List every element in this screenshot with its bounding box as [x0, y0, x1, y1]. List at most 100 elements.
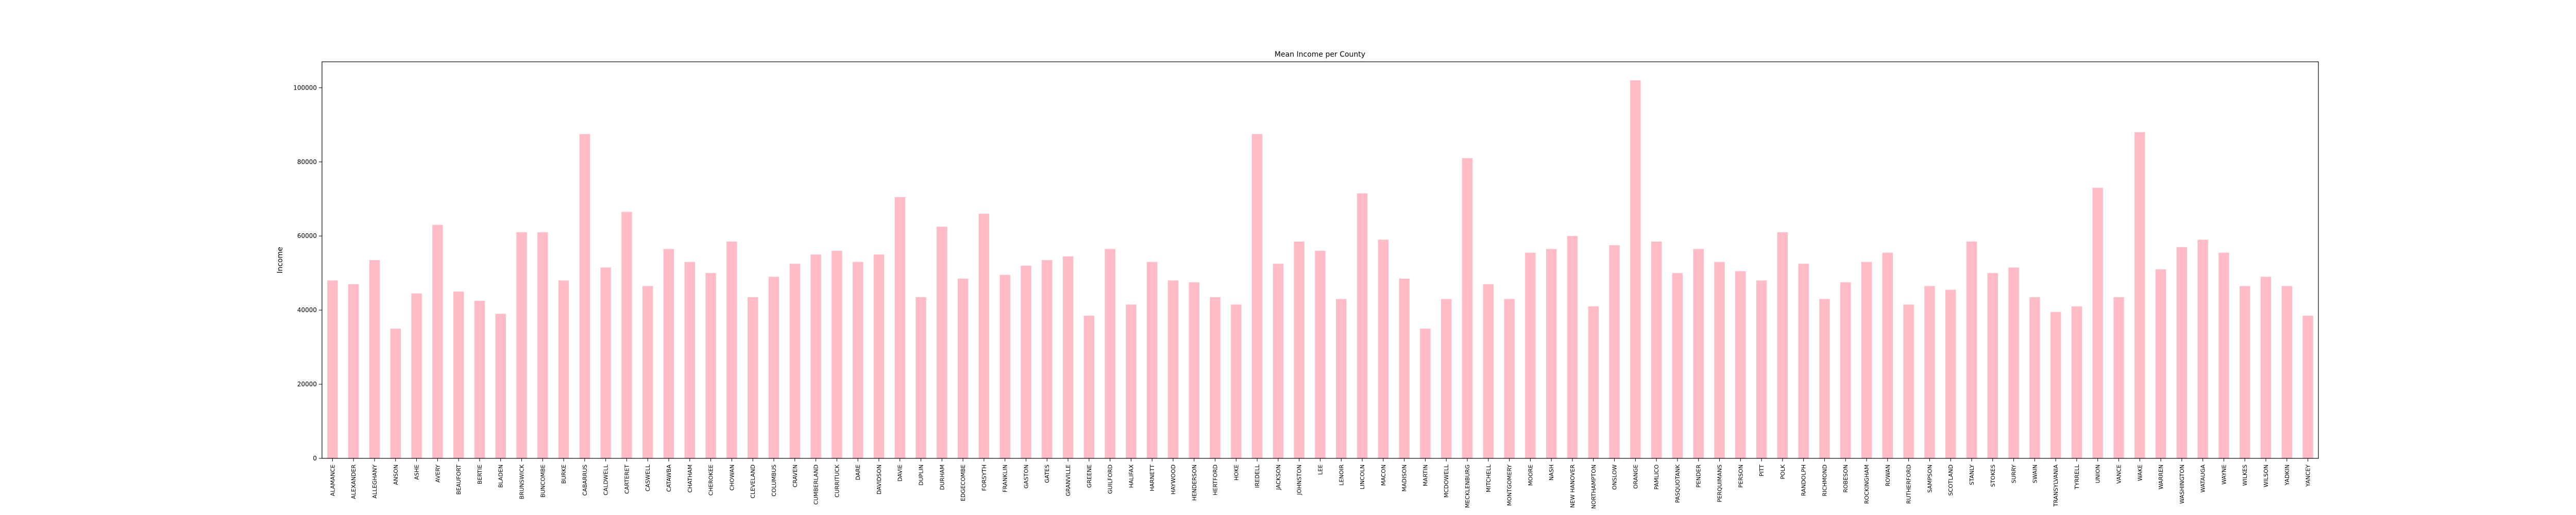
x-tick-label: PENDER: [1696, 465, 1702, 488]
bar: [747, 297, 758, 458]
bar: [978, 214, 990, 458]
bar: [1609, 245, 1620, 458]
bar: [1525, 252, 1536, 458]
bar: [327, 280, 338, 458]
bar: [1798, 264, 1809, 458]
x-tick-label: GRANVILLE: [1065, 465, 1072, 496]
x-tick-label: BURKE: [561, 465, 567, 484]
x-tick-label: DAVIE: [897, 465, 904, 482]
x-tick-label: MACON: [1380, 465, 1387, 486]
x-tick-label: HARNETT: [1149, 465, 1156, 491]
bar: [1399, 278, 1410, 458]
bar: [684, 262, 696, 458]
bar: [1105, 249, 1115, 458]
bar: [2218, 252, 2229, 458]
x-tick-label: DUPLIN: [918, 465, 925, 486]
x-tick-label: WATAUGA: [2200, 465, 2207, 493]
x-tick-label: PASQUOTANK: [1674, 464, 1681, 503]
x-tick-label: POLK: [1780, 464, 1786, 479]
x-tick-label: NORTHAMPTON: [1590, 465, 1597, 509]
x-tick-label: PITT: [1758, 465, 1765, 476]
x-tick-label: MADISON: [1401, 465, 1408, 492]
bar: [726, 242, 737, 458]
bar: [1273, 264, 1284, 458]
x-tick-label: RUTHERFORD: [1906, 465, 1912, 504]
bar: [1588, 306, 1599, 458]
x-tick-label: WAKE: [2137, 465, 2143, 481]
bar: [1483, 284, 1494, 458]
bar: [537, 232, 548, 458]
x-tick-label: CABARRUS: [582, 465, 588, 496]
x-tick-label: WASHINGTON: [2179, 465, 2185, 504]
x-tick-label: MARTIN: [1422, 465, 1429, 486]
y-tick-label: 20000: [297, 381, 317, 388]
bar: [999, 274, 1010, 458]
bar: [1630, 80, 1641, 458]
x-tick-label: CLEVELAND: [750, 465, 756, 499]
x-tick-label: ROCKINGHAM: [1863, 465, 1870, 504]
bar: [1693, 249, 1704, 458]
x-tick-label: MOORE: [1527, 465, 1534, 486]
x-tick-label: ONSLOW: [1612, 465, 1618, 490]
bar: [1420, 329, 1431, 458]
bar: [1777, 232, 1788, 458]
x-tick-label: CHEROKEE: [708, 465, 715, 495]
x-tick-label: CUMBERLAND: [813, 465, 820, 505]
x-tick-label: VANCE: [2116, 465, 2123, 484]
x-tick-label: CHOWAN: [728, 465, 735, 491]
x-tick-label: JACKSON: [1275, 465, 1282, 490]
x-tick-label: CATAWBA: [666, 465, 672, 492]
x-tick-label: IREDELL: [1254, 464, 1261, 488]
bar: [1126, 304, 1137, 458]
bar: [453, 291, 464, 458]
x-tick-label: ALLEGHANY: [371, 465, 378, 499]
x-tick-label: HERTFORD: [1212, 465, 1219, 495]
bar: [2197, 239, 2208, 458]
x-tick-label: FRANKLIN: [1002, 465, 1009, 492]
bar: [600, 267, 611, 458]
x-tick-label: BEAUFORT: [455, 465, 462, 495]
bar: [2134, 132, 2145, 458]
x-tick-label: COLUMBUS: [771, 465, 777, 496]
x-tick-label: BERTIE: [477, 465, 483, 484]
bar: [1651, 242, 1662, 458]
bar: [2240, 286, 2250, 458]
bar: [852, 262, 863, 458]
bar: [916, 297, 926, 458]
x-tick-label: HALIFAX: [1128, 465, 1134, 488]
x-tick-label: ASHE: [414, 465, 420, 480]
x-tick-label: WAYNE: [2221, 465, 2227, 485]
x-tick-label: BLADEN: [498, 465, 504, 488]
bar: [348, 284, 359, 458]
bar: [369, 260, 380, 458]
bar: [1294, 242, 1304, 458]
x-tick-label: ALEXANDER: [350, 465, 357, 499]
x-tick-label: ORANGE: [1632, 465, 1639, 489]
bar: [2113, 297, 2124, 458]
bar: [2281, 286, 2293, 458]
bar: [1504, 299, 1515, 458]
x-tick-label: CARTERET: [623, 465, 630, 494]
bar: [832, 251, 842, 458]
x-tick-label: ROBESON: [1842, 465, 1849, 493]
x-tick-label: YADKIN: [2284, 465, 2291, 486]
bar: [2008, 267, 2019, 458]
x-tick-label: CALDWELL: [603, 464, 609, 495]
bar: [2029, 297, 2040, 458]
y-tick-label: 100000: [293, 84, 317, 91]
bar: [2302, 315, 2313, 458]
bar: [1714, 262, 1725, 458]
bar: [621, 212, 632, 458]
x-tick-label: PAMLICO: [1653, 465, 1660, 490]
x-axis-ticks: ALAMANCE ALEXANDER ALLEGHANY ANSON ASHE AVERY…: [329, 458, 2312, 509]
bar: [516, 232, 527, 458]
x-tick-label: GASTON: [1023, 465, 1029, 489]
x-tick-label: EDGECOMBE: [960, 465, 967, 501]
x-tick-label: WILSON: [2263, 465, 2269, 487]
bar: [1146, 262, 1158, 458]
x-tick-label: HAYWOOD: [1170, 465, 1177, 494]
x-tick-label: DARE: [855, 465, 861, 480]
x-tick-label: JOHNSTON: [1296, 465, 1303, 495]
